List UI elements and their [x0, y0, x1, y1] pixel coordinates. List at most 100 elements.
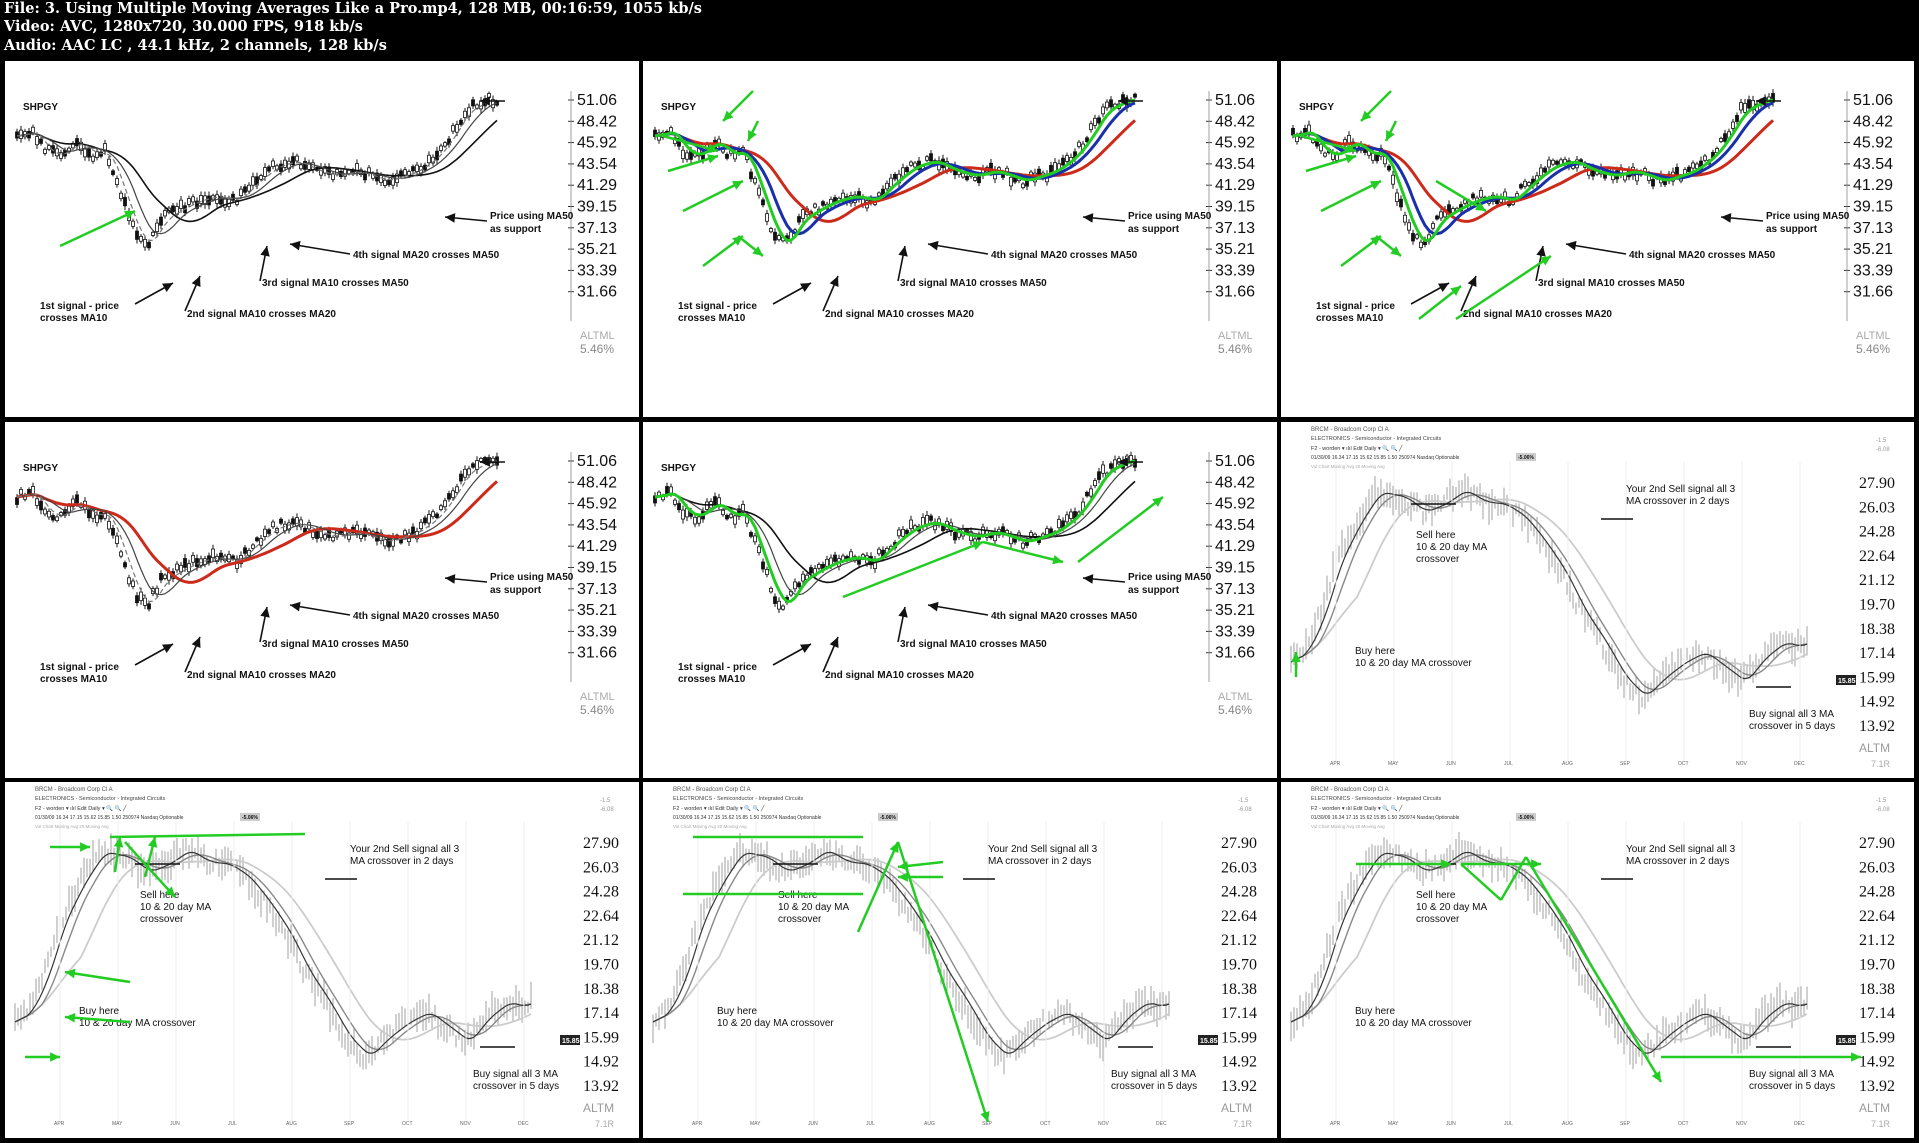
y-tick-label: 27.90	[583, 835, 619, 852]
y-tick-label: 39.15	[577, 199, 617, 216]
price-body	[733, 515, 737, 525]
price-body	[897, 529, 901, 537]
price-body	[175, 563, 179, 571]
y-tick-label: 37.13	[1215, 220, 1255, 237]
price-body	[103, 143, 107, 152]
price-body	[773, 231, 777, 241]
ma50-line	[1290, 498, 1808, 681]
price-body	[1419, 241, 1423, 249]
pointer-top-head	[480, 96, 490, 106]
price-body	[1089, 488, 1093, 497]
price-body	[147, 241, 151, 249]
price-body	[439, 505, 443, 510]
price-body	[195, 200, 199, 209]
price-body	[965, 175, 969, 181]
price-body	[127, 577, 131, 585]
price-bars	[15, 91, 499, 251]
last-price-label: 15.85	[1838, 1038, 1856, 1045]
price-body	[43, 148, 47, 154]
price-body	[99, 151, 103, 157]
price-body	[665, 486, 669, 495]
price-body	[877, 548, 881, 555]
y-tick-label: 27.90	[1859, 835, 1895, 852]
y-tick-label: 13.92	[1221, 1078, 1257, 1095]
annotation-sig4: 4th signal MA20 crosses MA50	[353, 611, 500, 622]
price-body	[263, 167, 267, 177]
price-body	[423, 517, 427, 524]
price-body	[239, 188, 243, 197]
green-arrow-down1	[124, 841, 176, 898]
chart-svg: 51.06 48.42 45.92 43.54 41.29 39.15 37.13 35.21…	[1291, 89, 1893, 356]
annotation-sig1: 1st signal - price	[40, 301, 119, 312]
green-arrow-d-head	[1345, 154, 1356, 164]
price-body	[1471, 193, 1475, 199]
price-body	[323, 166, 327, 174]
pointer-sig3-head	[260, 246, 270, 257]
price-body	[67, 147, 71, 153]
ma20-line	[14, 853, 532, 1051]
green-arrow-up2	[982, 540, 1064, 564]
y-tick-label: 27.90	[1221, 835, 1257, 852]
pointer-sig4	[927, 243, 989, 255]
price-body	[781, 605, 785, 610]
month-label: MAY	[1388, 761, 1399, 767]
price-body	[115, 535, 119, 544]
green-arrow-down-head	[1651, 1071, 1661, 1082]
chart-svg: APR MAY JUN JUL AUG SEP OCT NOV DEC BRCM - Broadc…	[652, 787, 1257, 1129]
annotation-sell-b: 10 & 20 day MA	[140, 902, 211, 913]
green-arrow-b-head	[1361, 110, 1372, 121]
month-label: DEC	[518, 1121, 529, 1127]
price-body	[1743, 103, 1747, 113]
price-body	[757, 546, 761, 554]
price-body	[151, 231, 155, 236]
green-arrow-left1-head	[898, 872, 908, 882]
symbol-label: SHPGY	[661, 463, 696, 474]
y-tick-label: 31.66	[577, 284, 617, 301]
green-arrow-g-head	[732, 236, 743, 246]
pct-label: 5.46%	[1856, 342, 1890, 356]
price-body	[1395, 192, 1399, 203]
y-tick-label: 37.13	[1215, 581, 1255, 598]
annotation-buy: Buy here	[1355, 646, 1395, 657]
price-body	[1097, 117, 1101, 124]
green-zig2	[1499, 856, 1528, 901]
annotation-sell-c: crossover	[1416, 914, 1460, 925]
price-body	[71, 498, 75, 507]
price-body	[287, 522, 291, 531]
y-tick-label: 48.42	[577, 113, 617, 130]
month-label: JUN	[1446, 761, 1456, 767]
file-info: File: 3. Using Multiple Moving Averages …	[4, 0, 702, 17]
price-body	[1057, 519, 1061, 529]
price-body	[355, 163, 359, 173]
annotation-sell2: Your 2nd Sell signal all 3	[988, 844, 1098, 855]
y-tick-label: 24.28	[1859, 524, 1895, 541]
green-arrow-c-head	[748, 130, 757, 141]
price-body	[83, 148, 87, 158]
price-body	[115, 178, 119, 186]
brcm-title: BRCM - Broadcom Corp Cl A	[35, 787, 113, 793]
chart-svg: 51.06 48.42 45.92 43.54 41.29 39.15 37.13 35.21…	[653, 451, 1255, 717]
price-body	[267, 166, 271, 172]
y-tick-label: 18.38	[1221, 981, 1257, 998]
price-body	[491, 457, 495, 464]
y-tick-label: 43.54	[577, 156, 617, 173]
y-tick-label: 51.06	[1853, 92, 1893, 109]
quote-change-bg	[878, 813, 898, 821]
price-body	[1719, 137, 1723, 142]
altml-label: ALTML	[580, 691, 615, 703]
pointer-sig4-head	[1566, 240, 1577, 251]
green-arrow-top1-head	[1441, 859, 1451, 869]
pct-label: 5.46%	[580, 703, 614, 717]
y-tick-label: 14.92	[1221, 1054, 1257, 1071]
right-top2: -6.08	[1876, 447, 1890, 453]
price-bars	[1290, 832, 1808, 1070]
green-arrow-e-head	[732, 181, 743, 190]
green-arrow-e-head	[1370, 181, 1381, 190]
annotation-support2: as support	[490, 585, 542, 596]
annotation-sell: Sell here	[140, 890, 180, 901]
pointer-sig3-head	[1536, 246, 1546, 257]
price-body	[1375, 154, 1379, 162]
thumbnail-8-brcm-chart: APR MAY JUN JUL AUG SEP OCT NOV DEC BRCM - Broadc…	[643, 782, 1277, 1138]
price-body	[347, 532, 351, 540]
brcm-ma-legend: Vol Chart Moving Avg 20 Moving Avg	[673, 824, 747, 829]
